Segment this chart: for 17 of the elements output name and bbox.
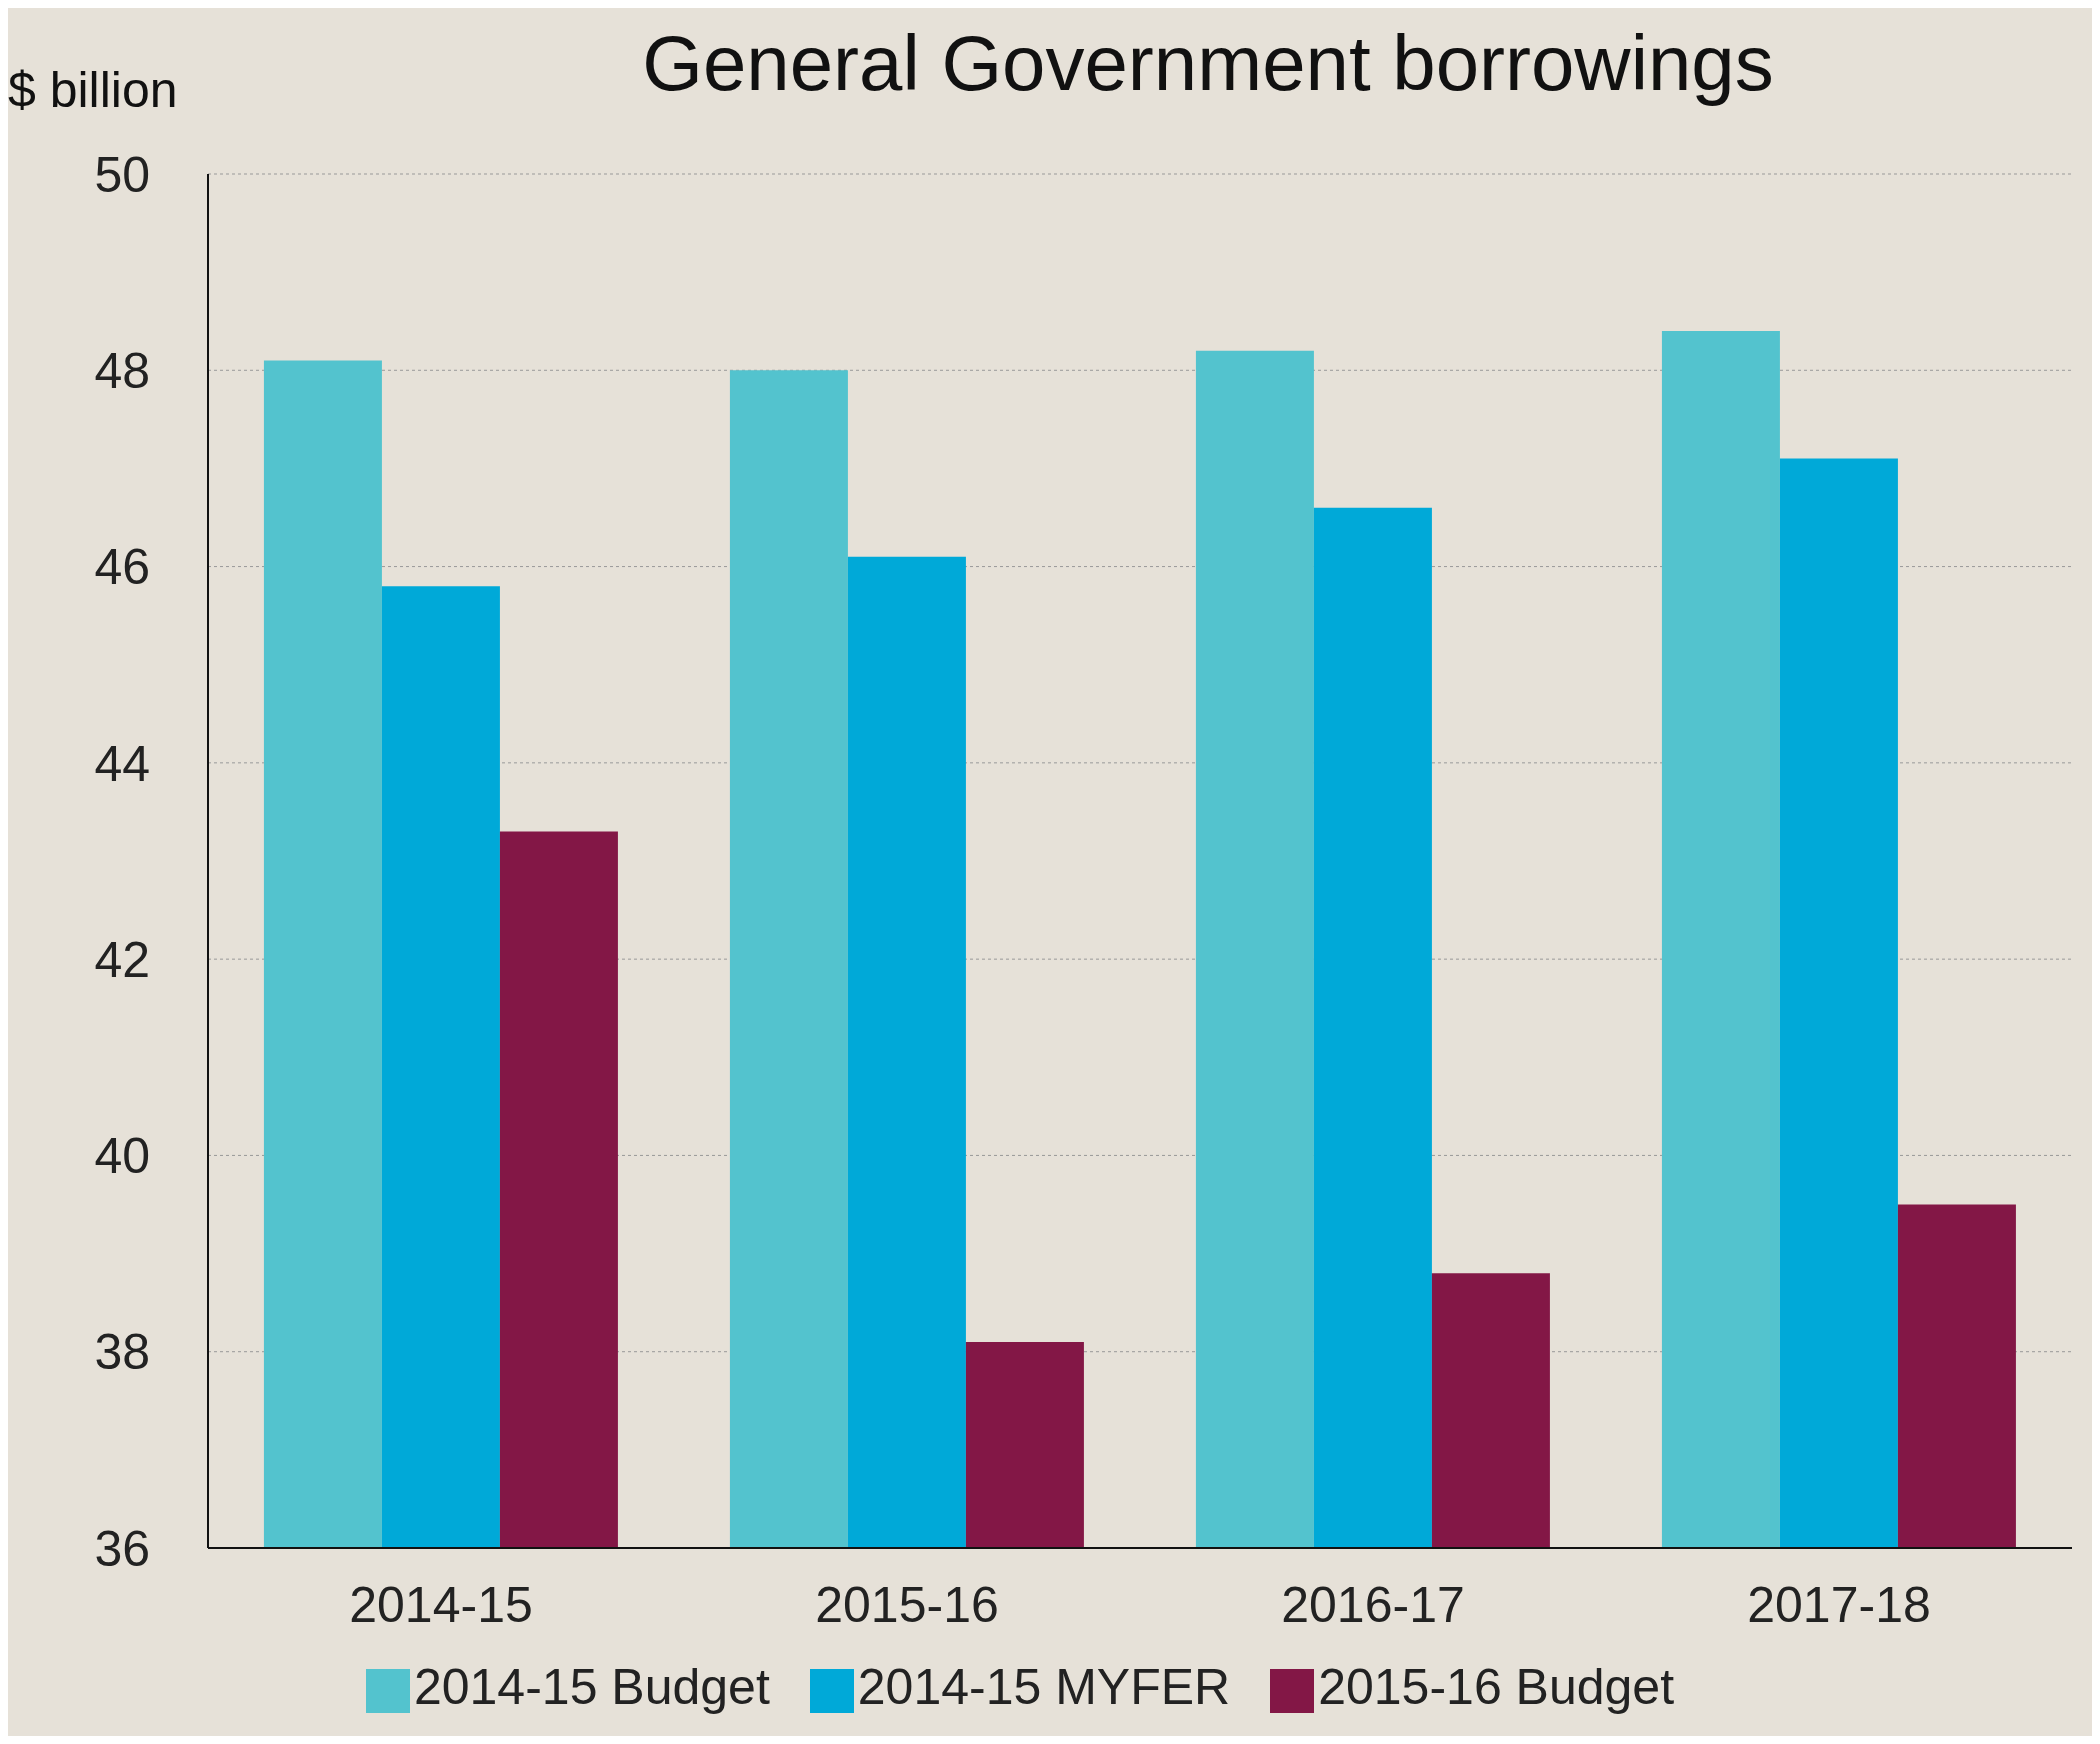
x-tick-label: 2017-18: [1747, 1576, 1931, 1633]
y-tick-label: 36: [94, 1520, 150, 1577]
y-axis-title: $ billion: [8, 61, 178, 120]
y-tick-label: 46: [94, 539, 150, 596]
legend-label: 2014-15 Budget: [413, 1659, 770, 1715]
y-tick-label: 50: [94, 146, 150, 203]
legend-label: 2015-16 Budget: [1318, 1659, 1675, 1715]
x-tick-label: 2016-17: [1281, 1576, 1465, 1633]
y-tick-label: 38: [94, 1324, 150, 1381]
y-tick-label: 48: [94, 343, 150, 400]
chart-title: General Government borrowings: [641, 18, 1775, 108]
y-tick-label: 42: [94, 931, 150, 988]
y-tick-label: 44: [94, 735, 150, 792]
x-tick-label: 2014-15: [349, 1576, 533, 1633]
y-tick-label: 40: [94, 1128, 150, 1185]
legend-label: 2014-15 MYFER: [857, 1659, 1231, 1715]
x-tick-label: 2015-16: [815, 1576, 999, 1633]
